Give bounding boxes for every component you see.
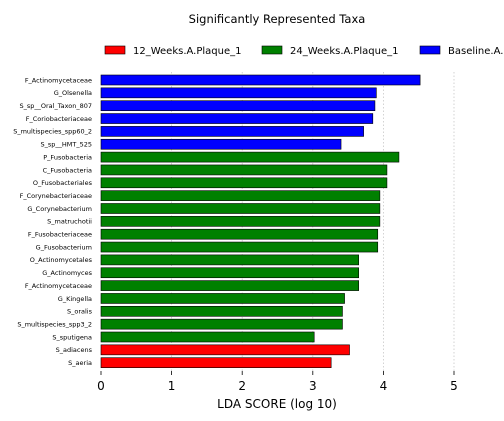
chart-title: Significantly Represented Taxa <box>189 12 366 26</box>
y-tick-label: S_aeria <box>68 359 92 367</box>
bars <box>100 74 421 369</box>
bar <box>100 267 359 279</box>
y-tick-label: S_sp__HMT_525 <box>40 141 92 149</box>
y-tick-label: P_Fusobacteria <box>43 153 92 161</box>
y-tick-label: G_Corynebacterium <box>27 205 92 213</box>
bar <box>100 216 381 227</box>
y-tick-label: C_Fusobacteria <box>43 166 92 174</box>
bar <box>100 87 377 99</box>
bar <box>100 177 388 189</box>
y-tick-label: S_sp__Oral_Taxon_807 <box>20 102 93 110</box>
x-axis: 0 1 2 3 4 5 <box>97 371 458 393</box>
y-tick-label: S_multispecies_spp60_2 <box>13 128 92 136</box>
legend-swatch <box>261 45 283 55</box>
bar <box>100 164 388 176</box>
bar <box>100 74 421 86</box>
bar <box>100 100 376 111</box>
bar <box>100 357 332 369</box>
bar <box>100 344 350 356</box>
y-tick-label: S_adiacens <box>56 346 93 354</box>
bar <box>100 151 400 163</box>
y-tick-label: G_Kingella <box>58 295 92 303</box>
x-tick-label: 1 <box>168 379 176 393</box>
bar <box>100 228 379 240</box>
x-tick-label: 5 <box>450 379 458 393</box>
bar <box>100 241 379 253</box>
legend: 12_Weeks.A.Plaque_1 24_Weeks.A.Plaque_1 Ba… <box>104 45 503 57</box>
y-tick-label: F_Actinomycetaceae <box>25 76 92 84</box>
legend-label: Baseline.A. <box>448 46 503 57</box>
bar <box>100 138 342 150</box>
y-tick-label: S_oralis <box>67 308 93 316</box>
bar <box>100 293 345 304</box>
legend-label: 12_Weeks.A.Plaque_1 <box>133 46 242 57</box>
legend-swatch <box>419 45 441 55</box>
bar <box>100 126 364 137</box>
y-tick-label: F_Coriobacteriaceae <box>26 115 92 123</box>
y-tick-label: G_Actinomyces <box>42 269 92 277</box>
legend-label: 24_Weeks.A.Plaque_1 <box>290 46 399 57</box>
bar <box>100 331 315 343</box>
y-tick-label: O_Actinomycetales <box>30 256 93 264</box>
bar <box>100 318 343 330</box>
bar <box>100 280 359 291</box>
y-axis-tick-labels: F_Actinomycetaceae G_Olsenella S_sp__Oral_… <box>13 76 92 367</box>
x-tick-label: 2 <box>238 379 246 393</box>
y-tick-label: S_multispecies_spp3_2 <box>17 320 92 328</box>
legend-swatch <box>104 45 126 55</box>
y-tick-label: F_Corynebacteriaceae <box>20 192 92 200</box>
y-tick-label: O_Fusobacteriales <box>33 179 93 187</box>
y-tick-label: S_sputigena <box>52 333 92 341</box>
bar <box>100 305 343 317</box>
y-tick-label: F_Actinomycetaceae <box>25 282 92 290</box>
x-tick-label: 4 <box>380 379 388 393</box>
x-tick-label: 3 <box>309 379 317 393</box>
bar <box>100 203 381 214</box>
y-tick-label: F_Fusobacteriaceae <box>28 231 92 239</box>
y-tick-label: G_Fusobacterium <box>36 243 92 251</box>
bar <box>100 254 359 266</box>
y-tick-label: G_Olsenella <box>54 89 92 97</box>
x-axis-label: LDA SCORE (log 10) <box>217 397 337 411</box>
x-tick-label: 0 <box>97 379 105 393</box>
y-tick-label: S_matruchotii <box>47 218 92 226</box>
bar <box>100 190 381 201</box>
bar <box>100 113 374 124</box>
